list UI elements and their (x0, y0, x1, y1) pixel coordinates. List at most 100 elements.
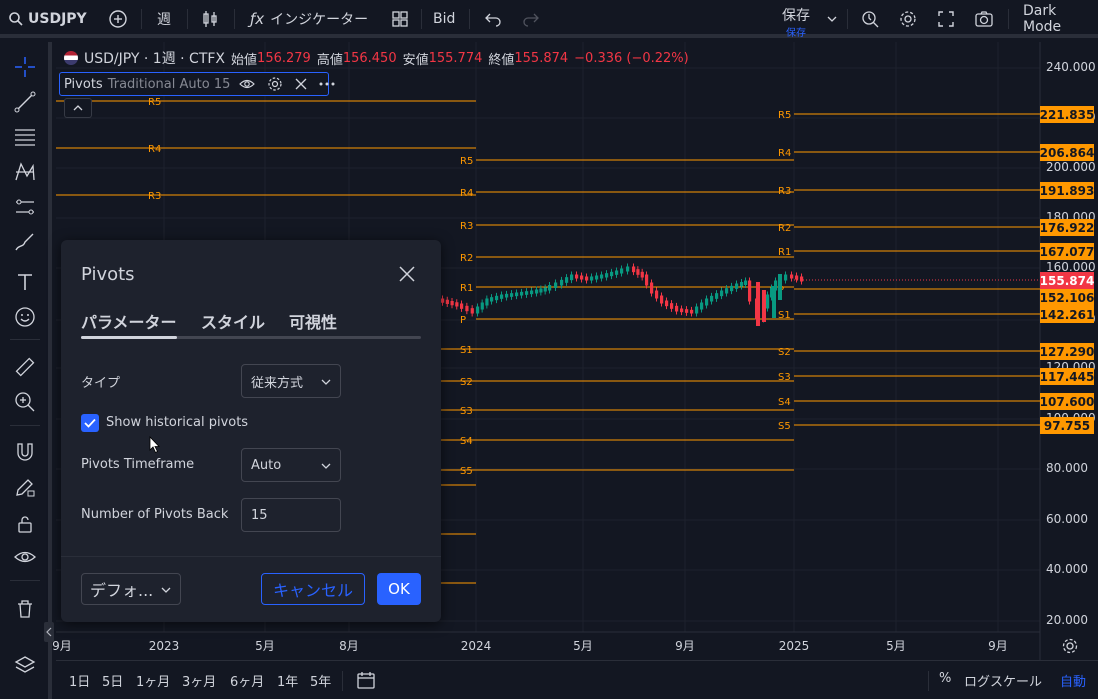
candle-body (800, 276, 804, 282)
price-axis-label: 40.000 (1046, 562, 1088, 576)
indicator-gear-icon[interactable] (267, 76, 283, 92)
emoji-tool[interactable] (10, 302, 40, 332)
save-dropdown[interactable] (826, 0, 838, 38)
candle-body (715, 293, 719, 299)
pivots-back-input[interactable]: 15 (241, 498, 341, 532)
bid-button[interactable]: Bid (433, 11, 456, 27)
candle-body (539, 288, 543, 293)
chevron-left-icon (46, 627, 52, 637)
type-select[interactable]: 従来方式 (241, 364, 341, 398)
low-label: 安値 (402, 52, 429, 68)
cancel-button[interactable]: キャンセル (261, 573, 365, 605)
timeframe-select[interactable]: Auto (241, 448, 341, 482)
pattern-tool[interactable] (10, 157, 40, 187)
indicator-eye-icon[interactable] (239, 77, 256, 91)
candle-body (795, 275, 799, 280)
range-5d[interactable]: 5日 (102, 675, 124, 690)
pivot-label-s1-2025: S1 (778, 310, 791, 321)
candle-body (525, 291, 529, 295)
time-axis-label: 5月 (573, 639, 593, 653)
log-scale-toggle[interactable]: ログスケール (964, 675, 1043, 690)
indicator-legend[interactable]: Pivots Traditional Auto 15 (59, 72, 335, 96)
range-1d[interactable]: 1日 (69, 675, 91, 690)
range-6m[interactable]: 6ヶ月 (230, 675, 265, 690)
redo-button[interactable] (522, 0, 540, 38)
magnet-tool[interactable] (10, 437, 40, 467)
trendline-tool[interactable] (10, 87, 40, 117)
indicator-close-icon[interactable] (295, 78, 307, 90)
screenshot-button[interactable] (974, 0, 994, 38)
zoom-tool[interactable] (10, 387, 40, 417)
fullscreen-button[interactable] (937, 0, 955, 38)
undo-button[interactable] (484, 0, 502, 38)
pivots-settings-dialog: Pivots パラメーター スタイル 可視性 タイプ 従来方式 Show his… (61, 240, 441, 622)
candle-body (675, 305, 679, 312)
symbol-search-button[interactable]: USDJPY (8, 0, 87, 38)
pivot-lines-2024 (441, 159, 794, 584)
quick-search-button[interactable] (860, 0, 880, 38)
lock-drawing-tool[interactable] (10, 472, 40, 502)
theme-toggle[interactable]: Dark Mode (1023, 3, 1062, 35)
candle-body (560, 279, 564, 286)
price-axis-label: 80.000 (1046, 461, 1088, 475)
candle-body (485, 298, 489, 306)
compare-button[interactable] (108, 0, 128, 38)
ruler-tool[interactable] (10, 352, 40, 382)
settings-button[interactable] (898, 0, 918, 38)
collapse-sidebar-button[interactable] (44, 622, 54, 642)
defaults-dropdown[interactable]: デフォ... (81, 573, 181, 605)
lock-all-tool[interactable] (10, 509, 40, 539)
range-5y[interactable]: 5年 (310, 675, 332, 690)
candle-body (465, 305, 469, 312)
dialog-footer-divider (61, 556, 441, 557)
projection-tool[interactable] (10, 192, 40, 222)
remove-drawings-tool[interactable] (10, 594, 40, 624)
dialog-close-button[interactable] (395, 262, 419, 286)
chevron-up-icon (73, 105, 83, 111)
text-tool[interactable] (10, 267, 40, 297)
candle-body (636, 269, 640, 275)
percent-toggle[interactable]: % (939, 671, 952, 686)
legend-collapse-button[interactable] (64, 98, 92, 118)
candle-body (530, 290, 534, 295)
pivot-label-r3-2024: R3 (460, 221, 473, 232)
goto-date-button[interactable] (356, 670, 376, 694)
candle-body (510, 293, 514, 297)
brush-icon (15, 233, 34, 251)
us-flag-icon (64, 51, 78, 65)
candle-body (620, 268, 624, 274)
time-axis-label: 5月 (255, 639, 275, 653)
calendar-icon (357, 672, 375, 689)
tab-style[interactable]: スタイル (201, 313, 266, 332)
range-1m[interactable]: 1ヶ月 (136, 675, 171, 690)
chart-type-button[interactable] (200, 0, 220, 38)
candle-body (748, 280, 752, 302)
range-3m[interactable]: 3ヶ月 (182, 675, 217, 690)
text-icon (18, 274, 32, 290)
range-1y[interactable]: 1年 (277, 675, 299, 690)
object-tree-tool[interactable] (10, 650, 40, 680)
candle-body (610, 271, 614, 277)
chevron-down-icon (321, 463, 331, 469)
tab-parameters[interactable]: パラメーター (81, 313, 177, 332)
interval-button[interactable]: 週 (157, 12, 171, 28)
candle-body (695, 306, 699, 314)
auto-scale-toggle[interactable]: 自動 (1060, 675, 1087, 690)
candle-body (455, 302, 459, 307)
indicator-more-icon[interactable] (319, 82, 335, 86)
layout-button[interactable] (391, 0, 409, 38)
trendline-icon (14, 91, 36, 113)
crosshair-tool[interactable] (10, 52, 40, 82)
historical-pivots-checkbox[interactable] (81, 414, 99, 432)
time-axis-label: 2023 (149, 639, 180, 653)
fib-tool[interactable] (10, 122, 40, 152)
brush-tool[interactable] (10, 227, 40, 257)
open-value: 156.279 (257, 50, 311, 66)
ok-button[interactable]: OK (377, 573, 421, 605)
tab-visibility[interactable]: 可視性 (289, 313, 338, 332)
save-button[interactable]: 保存 保存 (782, 8, 810, 39)
hide-drawings-tool[interactable] (10, 542, 40, 572)
chart-settings-icon[interactable] (1062, 638, 1078, 654)
candle-body (520, 291, 524, 296)
indicators-button[interactable]: ƒx インジケーター (250, 10, 369, 28)
